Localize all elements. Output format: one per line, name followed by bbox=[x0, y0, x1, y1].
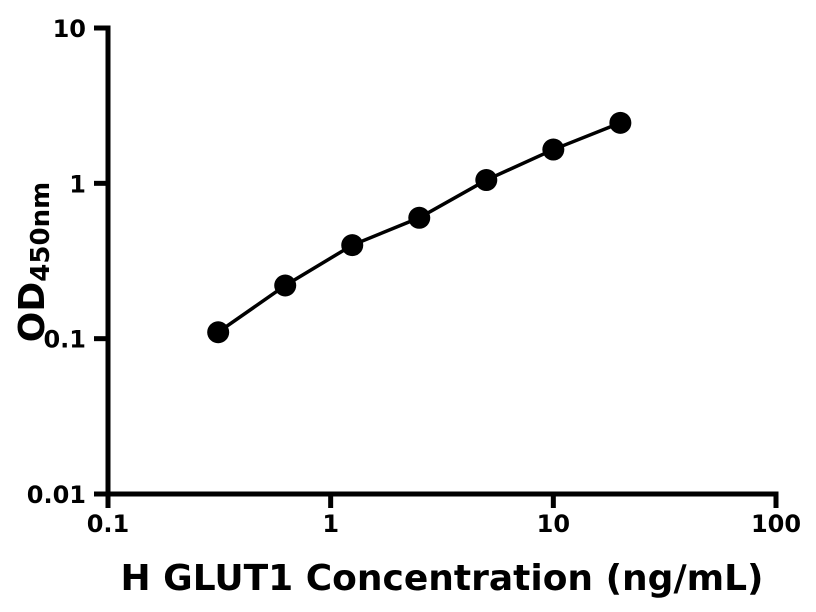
x-tick-label: 10 bbox=[537, 510, 570, 538]
data-point bbox=[207, 321, 230, 344]
x-axis-title: H GLUT1 Concentration (ng/mL) bbox=[120, 558, 763, 599]
x-axis-ticks bbox=[105, 494, 779, 508]
y-tick-label: 0.01 bbox=[27, 481, 86, 509]
y-axis-title-subscript: 450nm bbox=[26, 182, 56, 282]
data-point bbox=[542, 138, 565, 161]
x-axis-tick-labels: 0.1 1 10 100 bbox=[87, 510, 801, 538]
x-tick-label: 100 bbox=[751, 510, 801, 538]
axes-spine bbox=[105, 25, 779, 497]
x-tick-label: 1 bbox=[322, 510, 339, 538]
y-axis-title: OD450nm bbox=[12, 182, 56, 342]
data-point bbox=[274, 274, 297, 297]
data-series bbox=[207, 111, 632, 344]
y-axis-tick-labels: 0.01 0.1 1 10 bbox=[27, 15, 86, 509]
y-axis-ticks bbox=[94, 25, 108, 497]
y-tick-label: 1 bbox=[69, 170, 86, 198]
data-point bbox=[341, 234, 364, 257]
data-point bbox=[609, 111, 632, 134]
y-tick-label: 10 bbox=[53, 15, 86, 43]
data-point bbox=[408, 206, 431, 229]
data-point bbox=[475, 169, 498, 192]
y-axis-title-main: OD bbox=[12, 282, 53, 343]
y-tick-label: 0.1 bbox=[43, 326, 86, 354]
x-tick-label: 0.1 bbox=[87, 510, 130, 538]
